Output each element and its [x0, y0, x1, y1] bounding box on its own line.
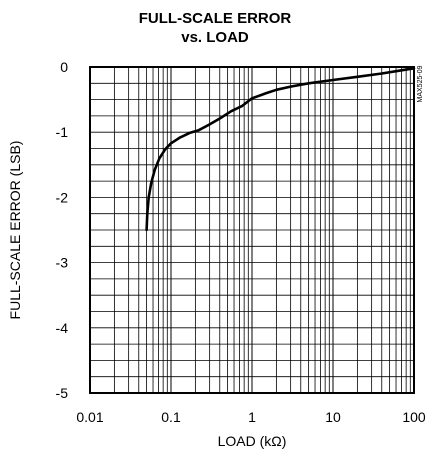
plot-frame: [89, 66, 415, 394]
x-tick-label: 10: [325, 409, 341, 425]
chart-title-line-1: FULL-SCALE ERROR: [138, 10, 292, 27]
series-line: [145, 67, 416, 232]
y-tick-labels: 0 -1 -2 -3 -4 -5: [56, 59, 69, 401]
figure-code: MAX525-09: [417, 65, 424, 102]
y-tick-label: 0: [60, 59, 68, 75]
x-tick-labels: 0.01 0.1 1 10 100: [76, 409, 426, 425]
x-tick-label: 0.1: [161, 409, 181, 425]
y-tick-label: -5: [56, 385, 69, 401]
series-layer: [145, 67, 416, 232]
y-axis-label: FULL-SCALE ERROR (LSB): [7, 141, 23, 320]
x-tick-label: 1: [248, 409, 256, 425]
y-tick-label: -1: [56, 124, 69, 140]
x-axis-label: LOAD (kΩ): [218, 433, 287, 449]
y-tick-label: -3: [56, 255, 69, 271]
y-tick-label: -4: [56, 320, 69, 336]
x-tick-label: 100: [402, 409, 426, 425]
y-tick-label: -2: [56, 189, 69, 205]
x-tick-label: 0.01: [76, 409, 103, 425]
chart-title-line-2: vs. LOAD: [181, 29, 249, 46]
grid: [90, 67, 414, 393]
